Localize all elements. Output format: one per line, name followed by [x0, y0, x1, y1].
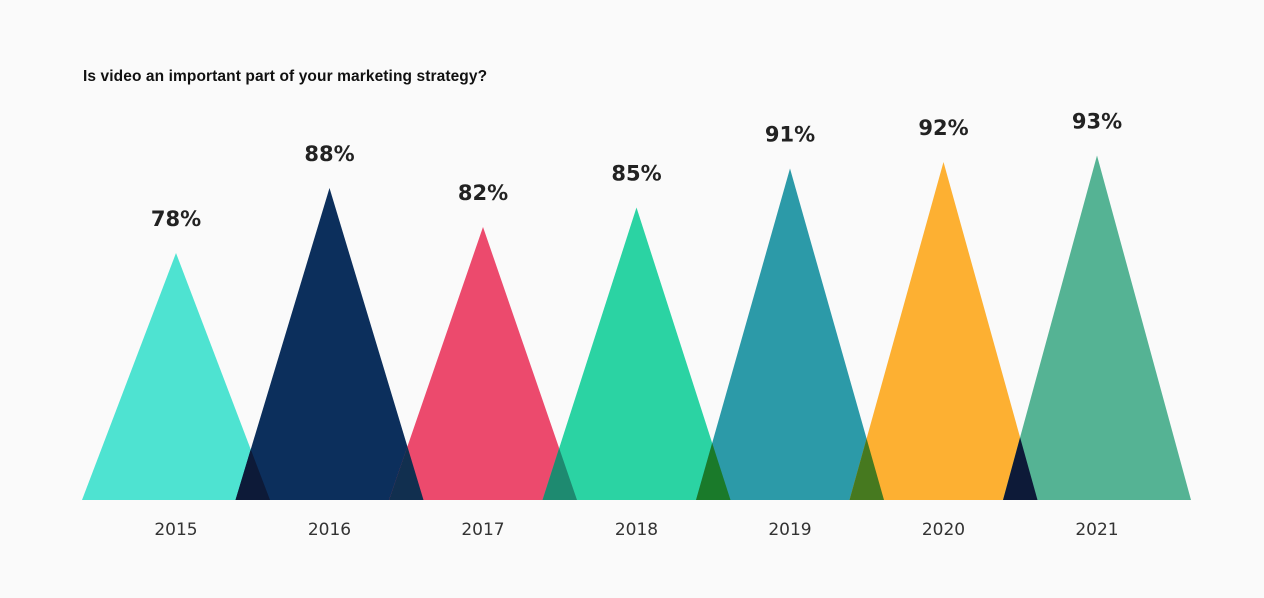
x-tick-2016: 2016	[308, 520, 351, 540]
value-labels: 78% 88% 82% 85% 91% 92% 93%	[151, 110, 1122, 232]
overlap-2016-2017	[389, 446, 424, 500]
triangle-2016	[235, 188, 424, 500]
x-axis-labels: 2015 2016 2017 2018 2019 2020 2021	[154, 520, 1118, 540]
x-tick-2019: 2019	[768, 520, 811, 540]
x-tick-2021: 2021	[1075, 520, 1118, 540]
x-tick-2020: 2020	[922, 520, 965, 540]
x-tick-2015: 2015	[154, 520, 197, 540]
chart-overlaps	[235, 437, 1038, 500]
value-label-2017: 82%	[458, 181, 508, 205]
triangle-2020	[849, 162, 1038, 500]
overlap-2020-2021	[1003, 437, 1038, 500]
overlap-2018-2019	[696, 442, 731, 500]
triangle-2018	[542, 207, 731, 500]
chart-title: Is video an important part of your marke…	[83, 68, 488, 85]
value-label-2015: 78%	[151, 207, 201, 231]
value-label-2020: 92%	[918, 116, 968, 140]
x-tick-2017: 2017	[461, 520, 504, 540]
chart-marks	[82, 155, 1191, 500]
triangle-2017	[389, 227, 577, 500]
x-tick-2018: 2018	[615, 520, 658, 540]
overlap-2017-2018	[542, 448, 577, 500]
triangle-2019	[696, 168, 884, 500]
triangle-2015	[82, 253, 270, 500]
overlap-2019-2020	[849, 438, 884, 500]
overlap-2015-2016	[235, 449, 270, 500]
value-label-2019: 91%	[765, 123, 815, 147]
value-label-2021: 93%	[1072, 110, 1122, 134]
value-label-2016: 88%	[304, 142, 354, 166]
value-label-2018: 85%	[611, 162, 661, 186]
triangle-2021	[1003, 155, 1191, 500]
